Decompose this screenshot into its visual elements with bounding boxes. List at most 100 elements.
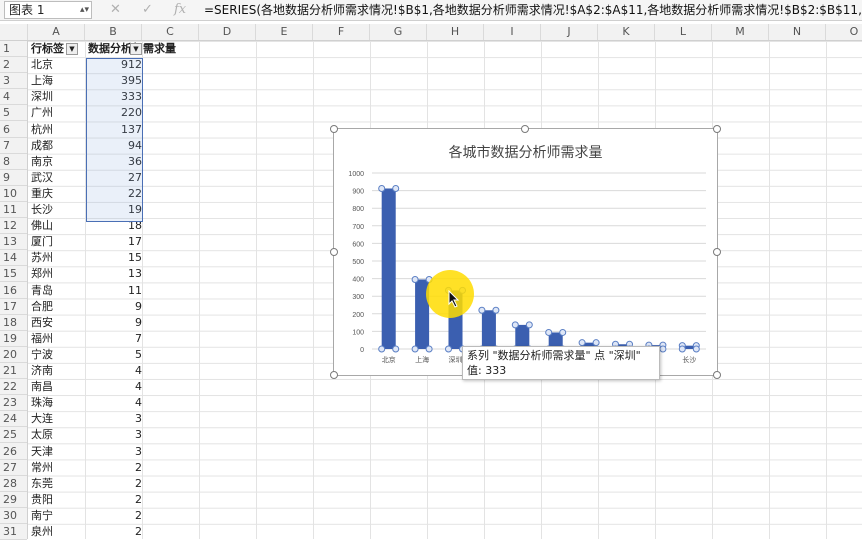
selection-handle[interactable] [392,184,400,192]
column-header-k[interactable]: K [598,24,655,40]
cell-value[interactable]: 2 [135,476,142,490]
row-header[interactable]: 5 [0,105,27,122]
row-header[interactable]: 18 [0,315,27,331]
row-header[interactable]: 6 [0,122,27,138]
cell-value[interactable]: 5 [135,347,142,361]
cell-value[interactable]: 11 [128,283,142,297]
cell-city[interactable]: 南宁 [31,508,53,522]
fx-icon[interactable]: fx [174,2,187,17]
row-header[interactable]: 17 [0,299,27,315]
selection-handle[interactable] [692,345,700,353]
cell-city[interactable]: 天津 [31,444,53,458]
selection-handle[interactable] [411,345,419,353]
cell-city[interactable]: 常州 [31,460,53,474]
column-header-a[interactable]: A [28,24,85,40]
column-header-f[interactable]: F [313,24,370,40]
bar-chart[interactable]: 各城市数据分析师需求量 0 100 200 300 400 500 600 700 800 900… [330,125,721,379]
row-header[interactable]: 4 [0,89,27,106]
selection-handle[interactable] [545,328,553,336]
resize-handle[interactable] [713,125,721,133]
cell-value[interactable]: 13 [128,267,142,281]
cell-city[interactable]: 合肥 [31,299,53,313]
column-header-g[interactable]: G [370,24,427,40]
cell-value[interactable]: 137 [121,122,142,136]
row-header[interactable]: 9 [0,170,27,186]
row-header[interactable]: 26 [0,444,27,460]
cell-value[interactable]: 3 [135,444,142,458]
cell-city[interactable]: 厦门 [31,235,53,249]
cell-value[interactable]: 22 [128,186,142,200]
selection-handle[interactable] [478,306,486,314]
cell-city[interactable]: 泉州 [31,525,53,538]
cell-value[interactable]: 7 [135,331,142,345]
selection-handle[interactable] [678,345,686,353]
row-header[interactable]: 11 [0,202,27,218]
cell-value[interactable]: 4 [135,396,142,410]
cell-city[interactable]: 南京 [31,154,53,168]
cell-city[interactable]: 上海 [31,74,53,88]
selection-handle[interactable] [411,275,419,283]
row-header[interactable]: 25 [0,427,27,444]
cell-value[interactable]: 4 [135,380,142,394]
cell-value[interactable]: 912 [121,58,142,72]
cell-value[interactable]: 18 [128,219,142,233]
cell-value[interactable]: 19 [128,203,142,216]
row-header[interactable]: 10 [0,186,27,202]
selection-handle[interactable] [559,328,567,336]
bar-5[interactable] [548,332,563,349]
cell-value[interactable]: 27 [128,170,142,184]
chevron-updown-icon[interactable]: ▴▾ [79,5,89,15]
resize-handle[interactable] [713,371,721,379]
cell-value[interactable]: 2 [135,460,142,474]
row-header[interactable]: 19 [0,331,27,347]
column-header-i[interactable]: I [484,24,541,40]
formula-input[interactable]: =SERIES(各地数据分析师需求情况!$B$1,各地数据分析师需求情况!$A$… [204,3,862,17]
cell-city[interactable]: 杭州 [31,122,53,136]
column-header-c[interactable]: C [142,24,199,40]
bar-0[interactable] [381,188,396,349]
cell-city[interactable]: 青岛 [31,283,53,297]
selection-handle[interactable] [525,321,533,329]
cell-city[interactable]: 济南 [31,364,53,377]
bar-9[interactable] [682,345,697,349]
selection-handle[interactable] [659,345,667,353]
name-box[interactable]: 图表 1 ▴▾ [4,1,92,19]
cell-city[interactable]: 珠海 [31,396,53,410]
cell-city[interactable]: 大连 [31,412,53,426]
column-header-m[interactable]: M [712,24,769,40]
row-header[interactable]: 12 [0,218,27,235]
column-header-h[interactable]: H [427,24,484,40]
cell-city[interactable]: 佛山 [31,219,53,233]
row-header[interactable]: 13 [0,234,27,251]
column-header-d[interactable]: D [199,24,256,40]
cell-value[interactable]: 94 [128,138,142,152]
row-header[interactable]: 30 [0,508,27,524]
selection-handle[interactable] [378,345,386,353]
cell-value[interactable]: 220 [121,106,142,120]
bar-6[interactable] [582,342,597,349]
header-cell-values[interactable]: 数据分析师需求量 [88,41,228,57]
resize-handle[interactable] [330,125,338,133]
cell-city[interactable]: 南昌 [31,380,53,394]
row-header[interactable]: 20 [0,347,27,363]
row-header[interactable]: 31 [0,524,27,540]
cell-value[interactable]: 2 [135,525,142,538]
cell-city[interactable]: 武汉 [31,170,53,184]
header-cell-row-labels[interactable]: 行标签 ▼ [31,41,85,57]
cell-value[interactable]: 4 [135,364,142,377]
cell-value[interactable]: 3 [135,412,142,426]
resize-handle[interactable] [330,248,338,256]
chart-plot[interactable]: 0 100 200 300 400 500 600 700 800 900 1000 北京 上海 深圳 长沙 [334,129,717,375]
cancel-icon[interactable]: ✕ [110,2,121,17]
bar-4[interactable] [515,324,530,349]
row-header[interactable]: 14 [0,250,27,267]
column-header-b[interactable]: B [85,24,142,40]
column-header-e[interactable]: E [256,24,313,40]
selection-handle[interactable] [492,306,500,314]
row-header[interactable]: 27 [0,460,27,476]
selection-handle[interactable] [592,339,600,347]
cell-value[interactable]: 36 [128,154,142,168]
cell-city[interactable]: 郑州 [31,267,53,281]
cell-value[interactable]: 2 [135,492,142,506]
cell-value[interactable]: 9 [135,315,142,329]
